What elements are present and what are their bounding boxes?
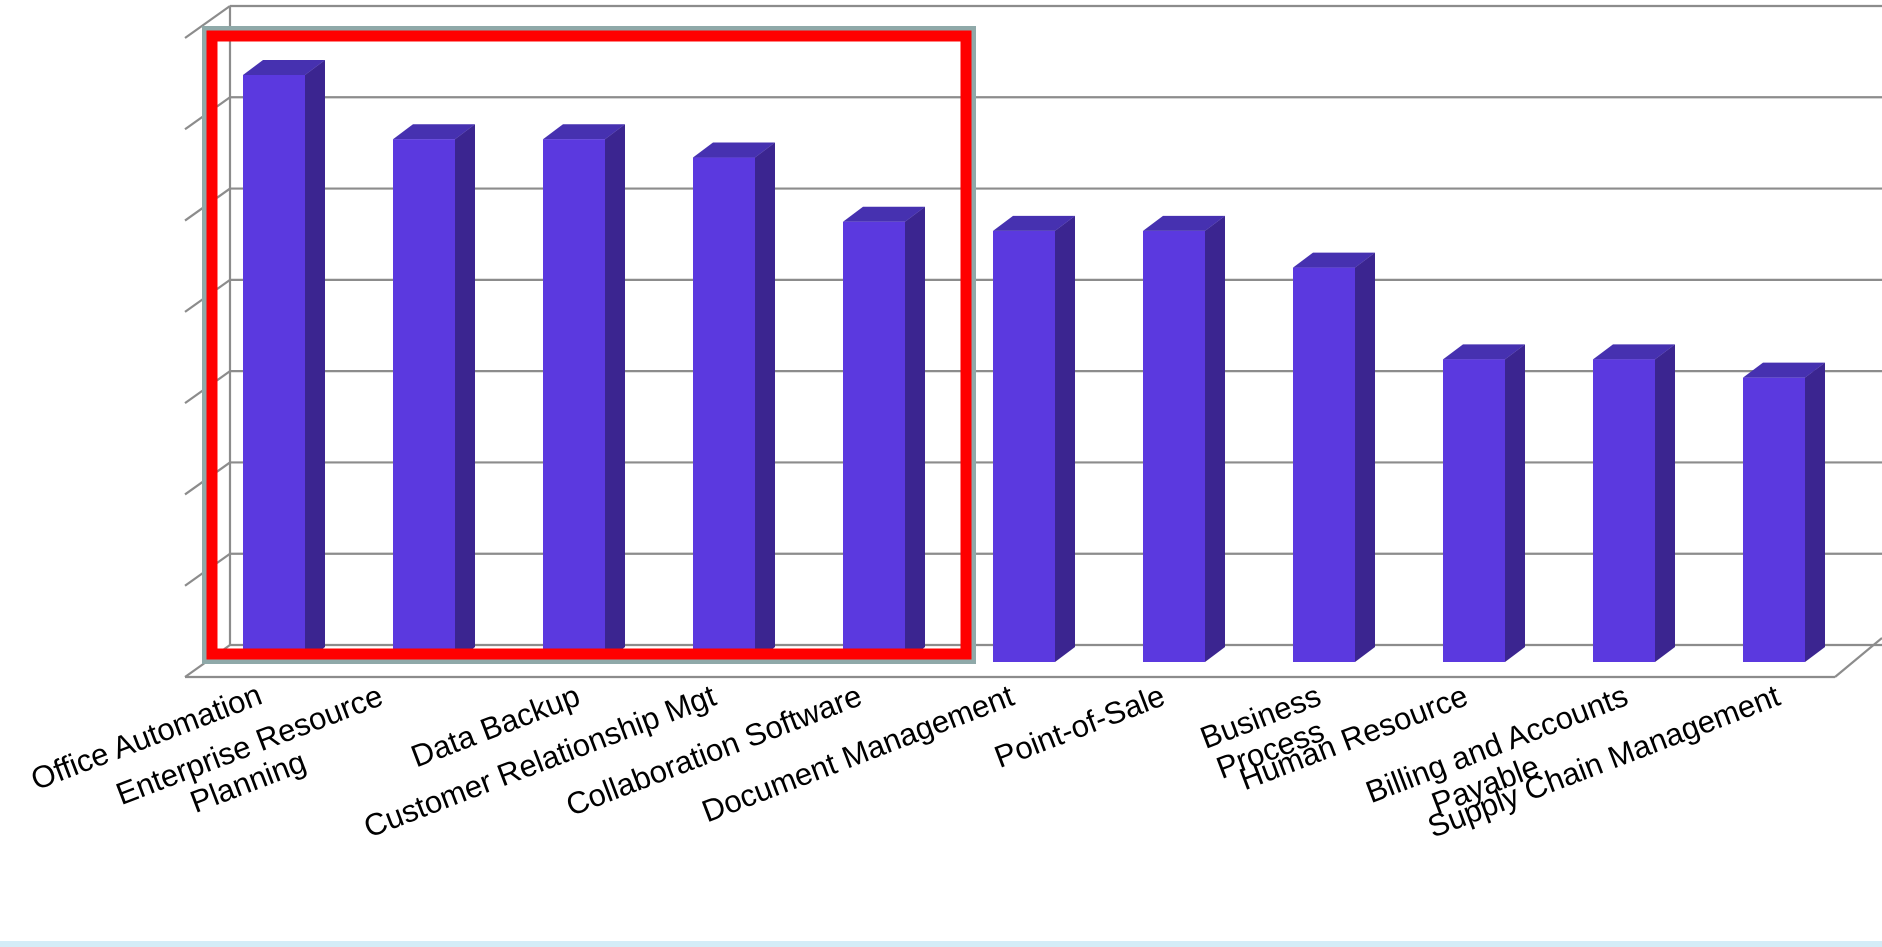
bar-front bbox=[243, 75, 305, 662]
bar-front bbox=[993, 230, 1055, 662]
bar-front bbox=[843, 221, 905, 662]
bar-side bbox=[605, 124, 625, 662]
bar-front bbox=[1143, 230, 1205, 662]
bar-side bbox=[1055, 215, 1075, 662]
bar-top bbox=[1743, 362, 1825, 378]
bar-top bbox=[993, 215, 1075, 231]
bar-6 bbox=[1143, 215, 1225, 662]
bar-side bbox=[305, 60, 325, 662]
bar-8 bbox=[1443, 344, 1525, 662]
gridline-left-wall bbox=[184, 5, 231, 39]
bar-top bbox=[1143, 215, 1225, 231]
bar-side bbox=[1355, 252, 1375, 662]
bottom-strip bbox=[0, 941, 1882, 947]
bar-front bbox=[543, 139, 605, 662]
bar-side bbox=[455, 124, 475, 662]
highlight-frame bbox=[206, 30, 972, 660]
bar-top bbox=[393, 124, 475, 140]
bar-side bbox=[755, 142, 775, 662]
bar-side bbox=[1505, 344, 1525, 662]
bar-10 bbox=[1743, 362, 1825, 662]
bar-side bbox=[1805, 362, 1825, 662]
bar-top bbox=[543, 124, 625, 140]
bar-side bbox=[1205, 215, 1225, 662]
bar-front bbox=[1443, 359, 1505, 662]
bar-9 bbox=[1593, 344, 1675, 662]
floor-right-edge bbox=[1834, 637, 1882, 678]
bar-top bbox=[843, 206, 925, 222]
bar-7 bbox=[1293, 252, 1375, 662]
bar-0 bbox=[243, 60, 325, 662]
bar-side bbox=[905, 206, 925, 662]
bar-top bbox=[1443, 344, 1525, 360]
bar-front bbox=[1743, 377, 1805, 662]
bar-top bbox=[1293, 252, 1375, 268]
highlight-outer-frame bbox=[202, 26, 976, 664]
bar-front bbox=[1593, 359, 1655, 662]
bar-4 bbox=[843, 206, 925, 662]
bar-top bbox=[693, 142, 775, 158]
bar-top bbox=[243, 60, 325, 75]
bar-front bbox=[693, 157, 755, 662]
bar-5 bbox=[993, 215, 1075, 662]
bars bbox=[243, 60, 1825, 662]
bar-1 bbox=[393, 124, 475, 662]
bar-front bbox=[1293, 267, 1355, 662]
bar-front bbox=[393, 139, 455, 662]
highlight-box bbox=[202, 26, 976, 664]
bar-3 bbox=[693, 142, 775, 662]
bar-side bbox=[1655, 344, 1675, 662]
bar-top bbox=[1593, 344, 1675, 360]
bar-2 bbox=[543, 124, 625, 662]
category-label: Point-of-Sale bbox=[990, 678, 1170, 775]
